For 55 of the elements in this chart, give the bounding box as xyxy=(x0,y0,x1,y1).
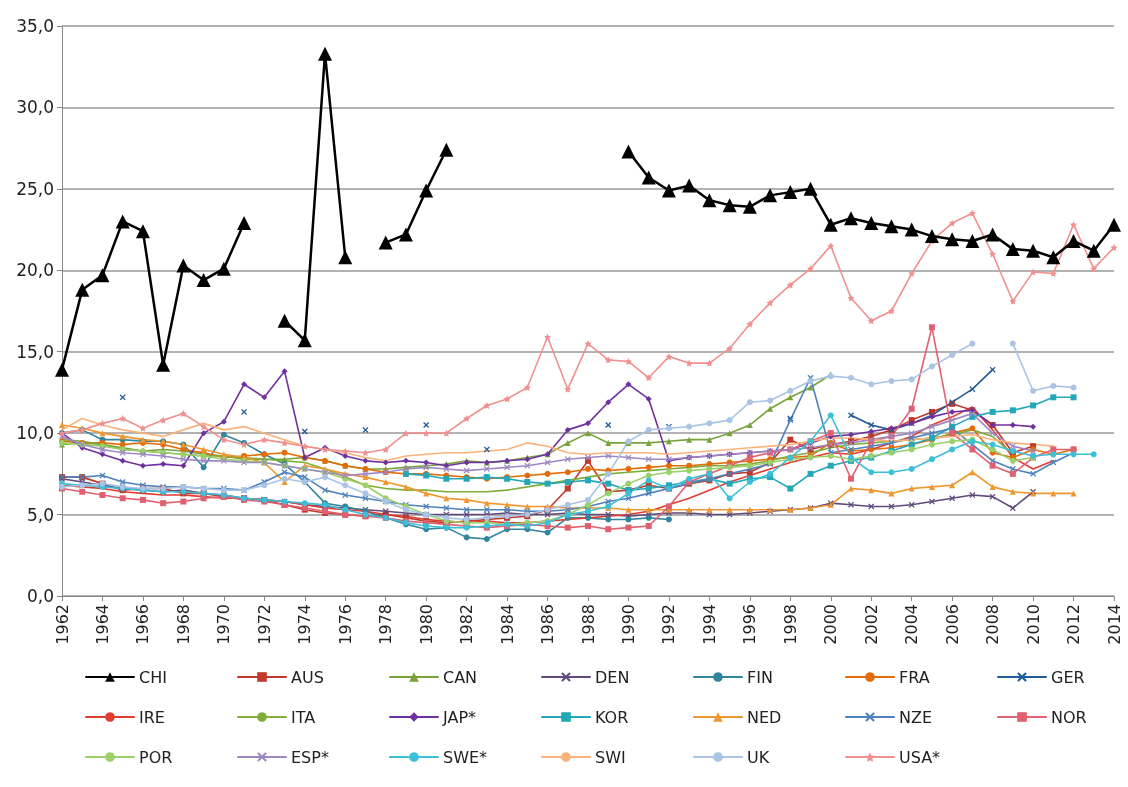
legend-label: POR xyxy=(139,747,173,767)
x-tick-label: 1970 xyxy=(214,604,234,645)
x-tick-label: 1996 xyxy=(740,604,760,645)
x-tick-label: 1964 xyxy=(92,604,112,645)
x-tick-label: 2000 xyxy=(821,604,841,645)
legend-label: NZE xyxy=(899,707,933,727)
legend-label: JAP* xyxy=(442,707,477,727)
x-tick-label: 1962 xyxy=(52,604,72,645)
y-tick-label: 35,0 xyxy=(16,16,54,36)
x-tick-label: 1984 xyxy=(497,604,517,645)
x-tick-label: 1968 xyxy=(173,604,193,645)
x-tick-label: 1986 xyxy=(538,604,558,645)
x-tick-label: 1980 xyxy=(416,604,436,645)
legend-label: ITA xyxy=(291,707,316,727)
y-tick-label: 5,0 xyxy=(26,504,54,525)
x-tick-label: 1978 xyxy=(376,604,396,645)
legend-label: IRE xyxy=(139,707,165,727)
y-tick-label: 15,0 xyxy=(16,341,54,362)
legend-label: KOR xyxy=(595,707,629,727)
legend-label: UK xyxy=(747,747,770,767)
x-tick-label: 1976 xyxy=(335,604,355,645)
legend-label: USA* xyxy=(899,747,941,767)
x-tick-label: 1994 xyxy=(699,604,719,645)
x-tick-label: 2012 xyxy=(1064,604,1084,645)
x-tick-label: 1966 xyxy=(133,604,153,645)
x-tick-label: 2008 xyxy=(983,604,1003,645)
legend-label: FIN xyxy=(747,667,773,687)
x-tick-label: 1972 xyxy=(254,604,274,645)
legend-label: NED xyxy=(747,707,782,727)
y-tick-label: 25,0 xyxy=(16,178,54,199)
legend-label: GER xyxy=(1051,667,1085,687)
legend-label: CAN xyxy=(443,667,478,687)
x-tick-label: 1990 xyxy=(618,604,638,645)
y-tick-label: 10,0 xyxy=(16,423,54,444)
y-tick-label: 0,0 xyxy=(26,586,54,606)
legend-label: ESP* xyxy=(291,747,329,767)
x-tick-label: 2010 xyxy=(1023,604,1043,645)
legend-label: SWI xyxy=(595,747,626,767)
legend-label: NOR xyxy=(1051,707,1087,727)
x-tick-label: 1988 xyxy=(578,604,598,645)
x-tick-label: 2006 xyxy=(942,604,962,645)
legend-label: FRA xyxy=(899,667,930,687)
x-tick-label: 2004 xyxy=(902,604,922,645)
x-tick-label: 2014 xyxy=(1104,604,1124,645)
x-tick-label: 2002 xyxy=(861,604,881,645)
x-tick-label: 1998 xyxy=(780,604,800,645)
legend-label: AUS xyxy=(291,667,324,687)
y-tick-label: 30,0 xyxy=(16,97,54,118)
x-tick-label: 1974 xyxy=(295,604,315,645)
x-tick-label: 1992 xyxy=(659,604,679,645)
x-tick-label: 1982 xyxy=(457,604,477,645)
y-tick-label: 20,0 xyxy=(16,260,54,281)
legend-label: CHI xyxy=(139,667,167,687)
legend-label: DEN xyxy=(595,667,630,687)
legend-label: SWE* xyxy=(443,747,488,767)
